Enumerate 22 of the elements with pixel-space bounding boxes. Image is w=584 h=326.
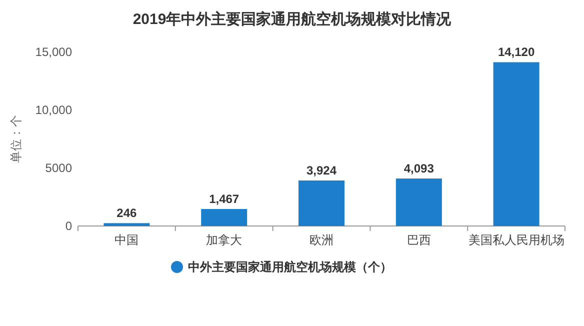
bar [201,208,248,226]
text: 3,924 [306,163,337,178]
y-tick-label: 0 [65,219,72,233]
bar [493,62,540,226]
chart-title: 2019年中外主要国家通用航空机场规模对比情况 [132,10,452,28]
text: 14,120 [498,45,535,60]
x-tick-label: 欧洲 [310,233,334,247]
bar [396,178,442,226]
y-axis-title: 单位：个 [9,115,23,163]
bar [298,180,344,226]
text: 4,093 [404,162,434,176]
x-tick-label: 中国 [114,233,139,247]
text: 246 [116,206,137,220]
legend-label: 中外主要国家通用航空机场规模（个） [188,260,392,274]
y-tick-label: 15,000 [35,45,72,59]
y-tick-label: 10,000 [35,103,72,117]
bar [104,223,150,226]
text: 1,467 [209,192,240,206]
y-tick-label: 5000 [45,161,72,175]
x-tick-label: 美国私人民用机场 [468,233,564,247]
x-tick-label: 巴西 [406,233,431,247]
x-tick-label: 加拿大 [206,233,242,247]
